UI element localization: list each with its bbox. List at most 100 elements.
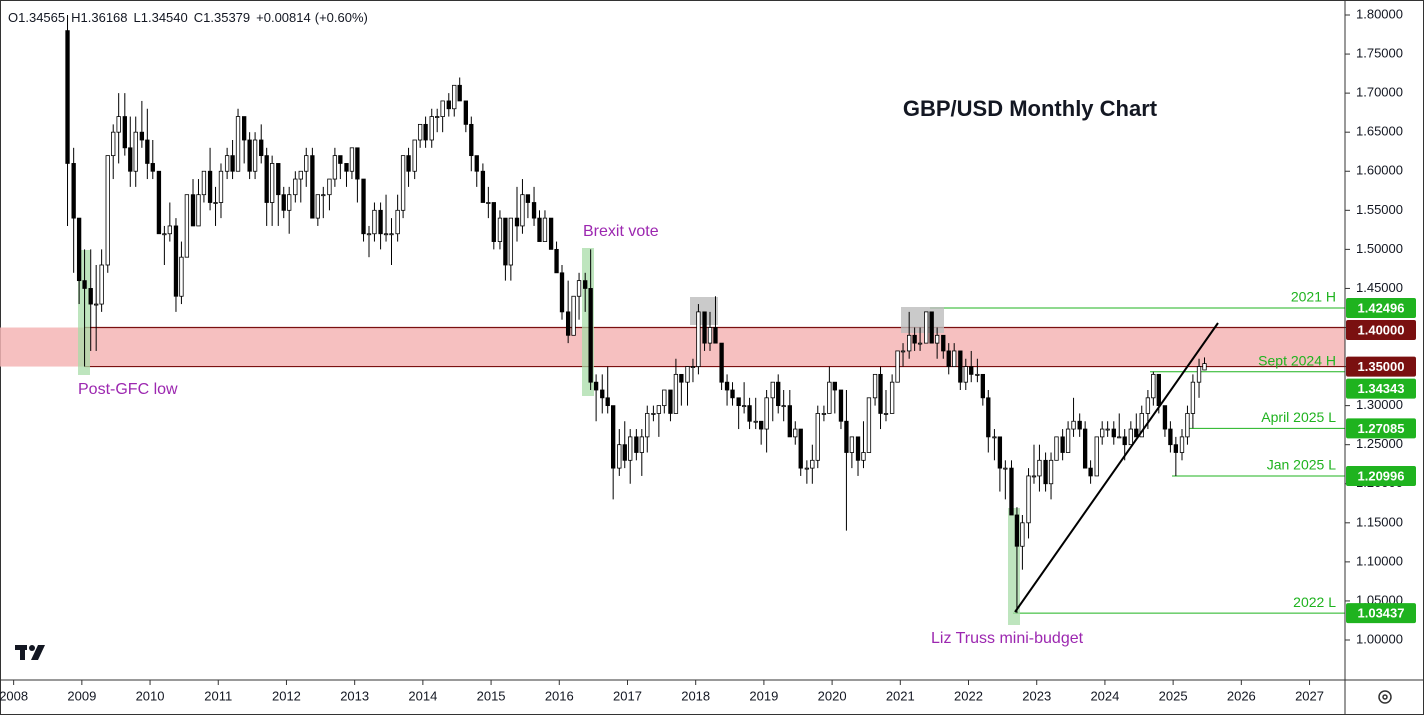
candle-body (628, 436, 633, 461)
x-tick-label: 2015 (477, 688, 506, 703)
candle-body (406, 155, 411, 172)
candle-body (389, 233, 394, 236)
candle-body (1054, 436, 1059, 461)
candle-body (855, 436, 861, 461)
candle-body (952, 350, 957, 367)
candle-body (156, 170, 162, 235)
candle-body (491, 202, 496, 242)
candle-body (565, 311, 571, 336)
candle-body (685, 366, 690, 383)
candle-body (1122, 436, 1127, 446)
candle-body (895, 350, 900, 383)
level-name: 2022 L (1293, 594, 1336, 610)
candle-body (793, 428, 798, 438)
candle-body (71, 163, 76, 219)
candle-body (651, 413, 656, 415)
candle-body (827, 381, 832, 414)
annotation: Brexit vote (583, 223, 659, 240)
candle-body (975, 373, 980, 376)
x-tick-label: 2008 (0, 688, 28, 703)
x-tick-label: 2016 (545, 688, 574, 703)
candle-body (111, 131, 116, 157)
candle-body (662, 389, 667, 407)
candle-body (787, 405, 792, 438)
candle-body (571, 295, 576, 336)
candle-body (917, 342, 923, 345)
candle-body (724, 381, 730, 391)
axis-layer: 1.000001.050001.100001.150001.200001.250… (0, 6, 1416, 703)
candle-body (1037, 459, 1042, 477)
highlight (78, 250, 90, 375)
x-tick-label: 2019 (749, 688, 778, 703)
candle-body (378, 209, 383, 235)
price-label: 1.20996 (1358, 468, 1405, 483)
candle-body (946, 350, 951, 367)
settings-icon[interactable] (1378, 690, 1392, 704)
candle-body (230, 155, 235, 172)
candle-body (1043, 459, 1048, 485)
candle-body (486, 202, 491, 204)
y-tick-label: 1.30000 (1356, 397, 1403, 412)
candle-body (668, 389, 673, 414)
y-tick-label: 1.50000 (1356, 241, 1403, 256)
candle-body (264, 155, 269, 203)
level-name: 2021 H (1291, 289, 1336, 305)
candle-body (736, 397, 741, 407)
y-tick-label: 1.00000 (1356, 631, 1403, 646)
candle-body (1139, 413, 1144, 438)
candle-body (1117, 436, 1122, 439)
candle-body (713, 327, 718, 344)
candle-body (617, 444, 622, 469)
candle-body (327, 178, 332, 196)
x-tick-label: 2010 (136, 688, 165, 703)
y-tick-label: 1.15000 (1356, 514, 1403, 529)
price-label: 1.35000 (1358, 359, 1405, 374)
candle-body (702, 311, 707, 344)
x-tick-label: 2009 (67, 688, 96, 703)
candle-body (298, 170, 303, 180)
candle-body (798, 428, 803, 469)
candle-body (417, 123, 423, 141)
ohlc-value: 1.36168 (81, 10, 128, 25)
price-label: 1.27085 (1358, 421, 1405, 436)
candle-body (1048, 459, 1054, 485)
candle-body (1065, 428, 1071, 453)
candle-body (992, 436, 997, 439)
x-tick-label: 2020 (818, 688, 847, 703)
candle-body (1031, 475, 1037, 478)
change: +0.00814 (256, 10, 311, 25)
candle-body (673, 373, 679, 414)
candle-body (1094, 436, 1099, 477)
level-name: Jan 2025 L (1267, 457, 1336, 473)
candle-body (372, 209, 377, 235)
candle-body (196, 194, 201, 227)
candle-body (889, 381, 895, 414)
candle-body (480, 170, 486, 203)
logo (15, 645, 45, 660)
candle-body (634, 436, 639, 453)
candle-body (514, 217, 520, 227)
candle-body (65, 30, 70, 164)
candle-body (76, 217, 82, 282)
candle-body (1134, 428, 1139, 438)
candle-body (429, 116, 434, 141)
candle-body (304, 155, 309, 172)
candle-body (173, 225, 179, 297)
candle-body (435, 116, 440, 118)
candle-body (730, 389, 735, 399)
candle-body (810, 459, 815, 469)
candle-body (1082, 428, 1088, 469)
candle-body (293, 178, 298, 196)
candle-body (1088, 467, 1093, 477)
candle-body (1014, 514, 1020, 547)
candle-body (548, 217, 554, 250)
trend-line (1014, 322, 1219, 613)
candle-body (1003, 467, 1008, 470)
candle-body (242, 116, 247, 141)
candle-body (190, 194, 196, 227)
candle-body (878, 373, 883, 414)
candle-body (832, 381, 837, 391)
candle-body (162, 233, 167, 236)
